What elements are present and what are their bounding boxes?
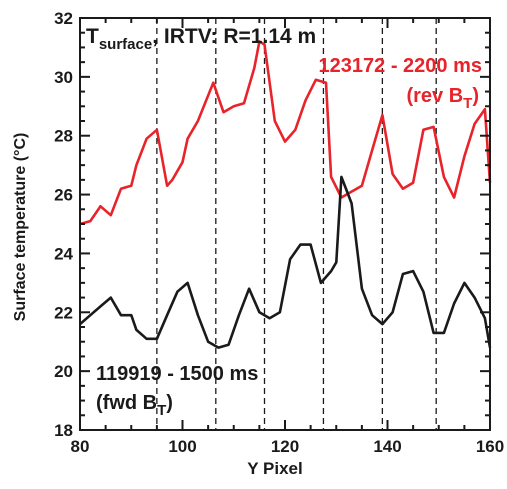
x-tick-label: 160 [476, 437, 504, 456]
vertical-dashed-lines [156, 18, 437, 430]
rev-label-end: ) [472, 85, 479, 107]
series-line-fwd [79, 175, 492, 349]
rev-series-label-line2: (rev BT) [406, 85, 479, 112]
x-tick-label: 100 [168, 437, 196, 456]
chart-title-main: T [86, 25, 99, 48]
y-tick-label: 26 [54, 186, 73, 205]
fwd-series-label-line2: (fwd BT) [96, 392, 173, 419]
y-tick-label: 30 [54, 68, 73, 87]
y-tick-label: 28 [54, 127, 73, 146]
y-tick-label: 22 [54, 303, 73, 322]
series-layer [79, 40, 492, 349]
ticks: 80 100 120 140 160 18 20 22 24 26 28 30 32 [54, 9, 504, 456]
y-tick-label: 24 [54, 244, 73, 263]
rev-label-sub: T [463, 95, 472, 112]
fwd-series-label-line1: 119919 - 1500 ms [96, 363, 258, 385]
y-tick-label: 18 [54, 421, 73, 440]
annotations: Tsurface, IRTV: R=1.14 m 123172 - 2200 m… [12, 25, 482, 478]
fwd-label-sub: T [157, 402, 166, 419]
x-tick-label: 140 [373, 437, 401, 456]
chart-title-rest: , IRTV: R=1.14 m [152, 25, 316, 48]
x-tick-label: 120 [271, 437, 299, 456]
rev-series-label-line1: 123172 - 2200 ms [319, 55, 482, 77]
y-axis-label: Surface temperature (°C) [12, 133, 29, 322]
chart-title-sub: surface [99, 36, 152, 53]
fwd-label-main: (fwd B [96, 392, 157, 414]
x-axis-label: Y Pixel [247, 459, 302, 478]
x-tick-label: 80 [71, 437, 90, 456]
rev-label-main: (rev B [406, 85, 463, 107]
y-tick-label: 20 [54, 362, 73, 381]
y-tick-label: 32 [54, 9, 73, 28]
series-line-rev [79, 40, 492, 226]
chart-title: Tsurface, IRTV: R=1.14 m [86, 25, 316, 53]
fwd-label-end: ) [166, 392, 173, 414]
